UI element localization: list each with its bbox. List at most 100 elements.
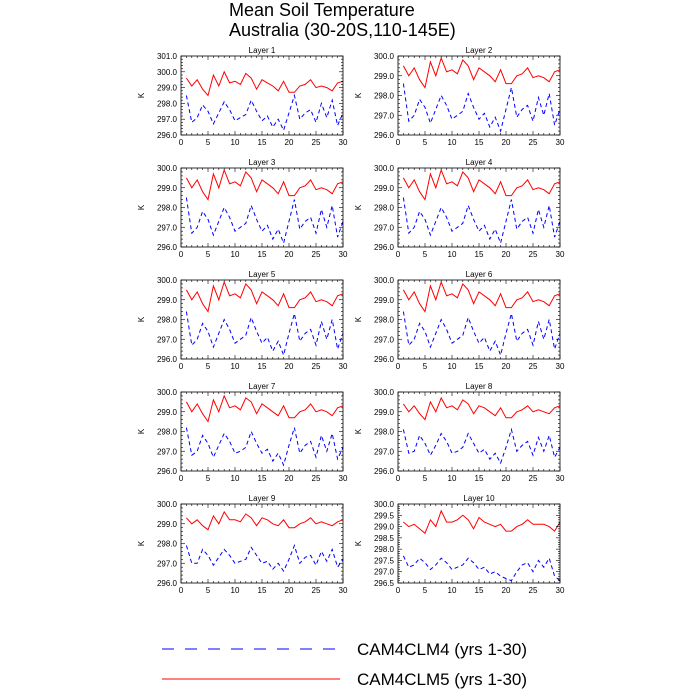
y-tick-label: 299.0 [157, 520, 178, 529]
x-tick-label: 20 [285, 362, 294, 371]
y-tick-label: 299.0 [157, 184, 178, 193]
panel-layer-10: Layer 10 K 0 5 10 15 20 25 30 296.5 297.0 297.5 298.… [354, 494, 565, 595]
y-tick-label: 297.0 [157, 447, 178, 456]
panel-layer-7: Layer 7 K 0 5 10 15 20 25 30 296.0 297.0 298.0 299.0… [137, 382, 348, 483]
y-tick-label: 298.0 [157, 204, 178, 213]
x-tick-label: 10 [231, 586, 240, 595]
x-tick-label: 15 [475, 138, 484, 147]
x-tick-label: 0 [179, 138, 184, 147]
figure-title-line1: Mean Soil Temperature [229, 0, 415, 20]
x-tick-label: 15 [258, 362, 267, 371]
x-tick-label: 5 [423, 138, 428, 147]
plot-frame [397, 503, 561, 584]
x-tick-label: 5 [423, 586, 428, 595]
y-axis-label: K [137, 316, 146, 322]
x-tick-label: 10 [231, 362, 240, 371]
x-tick-label: 30 [339, 250, 348, 259]
plot-frame [397, 391, 561, 472]
y-tick-label: 298.5 [374, 534, 395, 543]
y-tick-label: 298.0 [374, 316, 395, 325]
x-tick-label: 10 [231, 250, 240, 259]
x-tick-label: 10 [448, 362, 457, 371]
panel-title: Layer 3 [249, 158, 276, 167]
x-tick-label: 20 [502, 362, 511, 371]
x-tick-label: 25 [529, 138, 538, 147]
x-tick-label: 30 [556, 474, 565, 483]
y-tick-label: 297.0 [374, 335, 395, 344]
x-tick-label: 30 [556, 362, 565, 371]
series-line-cam4clm5 [402, 396, 561, 421]
y-tick-label: 300.0 [157, 276, 178, 285]
panel-title: Layer 5 [249, 270, 276, 279]
x-tick-label: 0 [396, 138, 401, 147]
y-tick-label: 298.0 [157, 428, 178, 437]
panel-layer-3: Layer 3 K 0 5 10 15 20 25 30 296.0 297.0 298.0 299.0… [137, 158, 348, 259]
y-tick-label: 297.0 [374, 223, 395, 232]
series-line-cam4clm4 [185, 197, 344, 245]
y-axis-label: K [354, 540, 363, 546]
x-tick-label: 5 [206, 362, 211, 371]
x-tick-label: 5 [423, 474, 428, 483]
series-line-cam4clm4 [402, 83, 561, 133]
series-line-cam4clm4 [185, 93, 344, 132]
x-tick-label: 10 [231, 474, 240, 483]
x-tick-label: 10 [448, 138, 457, 147]
x-tick-label: 0 [179, 474, 184, 483]
y-tick-label: 300.0 [157, 68, 178, 77]
x-tick-label: 30 [339, 586, 348, 595]
x-tick-label: 0 [179, 586, 184, 595]
y-tick-label: 296.0 [157, 131, 178, 140]
y-tick-label: 296.0 [374, 355, 395, 364]
panel-title: Layer 6 [466, 270, 493, 279]
y-tick-label: 298.0 [374, 428, 395, 437]
x-tick-label: 25 [312, 586, 321, 595]
x-tick-label: 5 [206, 474, 211, 483]
figure-title-line2: Australia (30-20S,110-145E) [229, 20, 456, 40]
y-tick-label: 297.0 [157, 223, 178, 232]
y-tick-label: 300.0 [157, 388, 178, 397]
y-tick-label: 297.0 [157, 335, 178, 344]
x-tick-label: 20 [502, 138, 511, 147]
plot-frame [180, 55, 344, 136]
y-tick-label: 296.0 [157, 243, 178, 252]
series-line-cam4clm5 [185, 280, 344, 313]
y-tick-label: 298.0 [374, 545, 395, 554]
panel-title: Layer 2 [466, 46, 493, 55]
x-tick-label: 10 [448, 250, 457, 259]
y-axis-label: K [354, 204, 363, 210]
y-tick-label: 296.5 [374, 579, 395, 588]
series-line-cam4clm4 [402, 555, 561, 582]
x-tick-label: 25 [529, 362, 538, 371]
x-tick-label: 20 [502, 586, 511, 595]
x-tick-label: 30 [556, 138, 565, 147]
x-tick-label: 20 [502, 474, 511, 483]
series-line-cam4clm5 [402, 280, 561, 313]
x-tick-label: 5 [423, 250, 428, 259]
y-tick-label: 298.0 [157, 99, 178, 108]
y-tick-label: 296.0 [374, 243, 395, 252]
panel-title: Layer 9 [249, 494, 276, 503]
x-tick-label: 15 [475, 250, 484, 259]
x-tick-label: 20 [502, 250, 511, 259]
y-tick-label: 299.0 [157, 408, 178, 417]
y-tick-label: 298.0 [374, 92, 395, 101]
y-tick-label: 298.0 [157, 540, 178, 549]
y-tick-label: 300.0 [157, 500, 178, 509]
series-line-cam4clm5 [185, 394, 344, 423]
x-tick-label: 15 [475, 474, 484, 483]
y-axis-label: K [354, 316, 363, 322]
series-line-cam4clm4 [185, 543, 344, 573]
x-tick-label: 20 [285, 474, 294, 483]
y-tick-label: 299.0 [374, 523, 395, 532]
y-tick-label: 297.0 [157, 115, 178, 124]
series-line-cam4clm4 [402, 197, 561, 245]
y-tick-label: 296.0 [374, 131, 395, 140]
y-tick-label: 301.0 [157, 52, 178, 61]
y-axis-label: K [137, 204, 146, 210]
x-tick-label: 0 [396, 250, 401, 259]
series-line-cam4clm5 [185, 168, 344, 201]
y-tick-label: 300.0 [157, 164, 178, 173]
series-line-cam4clm5 [185, 70, 344, 97]
x-tick-label: 15 [258, 250, 267, 259]
panel-layer-6: Layer 6 K 0 5 10 15 20 25 30 296.0 297.0 298.0 299.0… [354, 270, 565, 371]
